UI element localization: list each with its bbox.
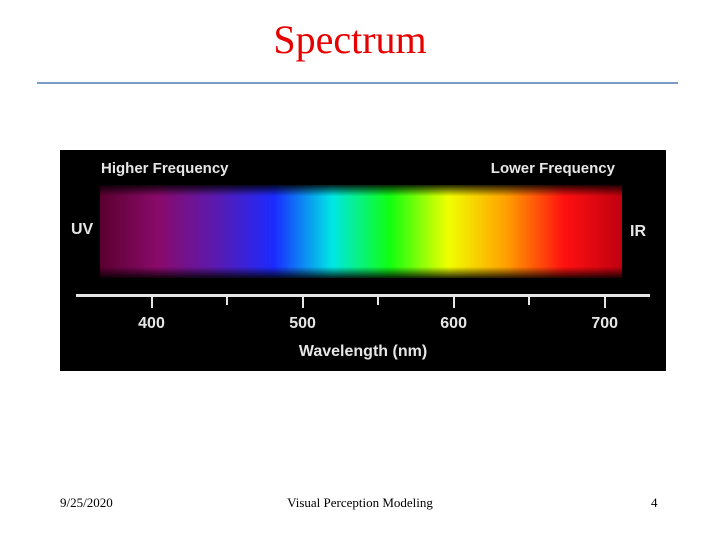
- minor-tick-550: [377, 297, 380, 305]
- spectrum-figure: Higher Frequency Lower Frequency UV IR 4…: [60, 150, 666, 371]
- tick-label-400: 400: [138, 315, 165, 332]
- footer-course-title: Visual Perception Modeling: [287, 495, 433, 510]
- higher-frequency-label: Higher Frequency: [101, 160, 229, 177]
- minor-tick-650: [528, 297, 531, 305]
- visible-spectrum-band: [100, 185, 622, 278]
- footer-date: 9/25/2020: [60, 495, 113, 510]
- major-tick-700: [603, 297, 606, 308]
- tick-label-700: 700: [591, 315, 619, 332]
- tick-label-600: 600: [440, 315, 467, 332]
- major-tick-400: [150, 297, 153, 308]
- footer-page-number: 4: [651, 495, 658, 510]
- wavelength-axis-line: [76, 294, 650, 297]
- major-tick-600: [452, 297, 455, 308]
- tick-label-500: 500: [289, 315, 316, 332]
- major-tick-500: [301, 297, 304, 308]
- wavelength-axis-title: Wavelength (nm): [298, 343, 428, 360]
- uv-label: UV: [71, 221, 94, 238]
- lower-frequency-label: Lower Frequency: [490, 160, 615, 177]
- ir-label: IR: [630, 223, 646, 240]
- minor-tick-450: [226, 297, 229, 305]
- slide-title: Spectrum: [273, 17, 427, 62]
- title-divider: [37, 82, 678, 84]
